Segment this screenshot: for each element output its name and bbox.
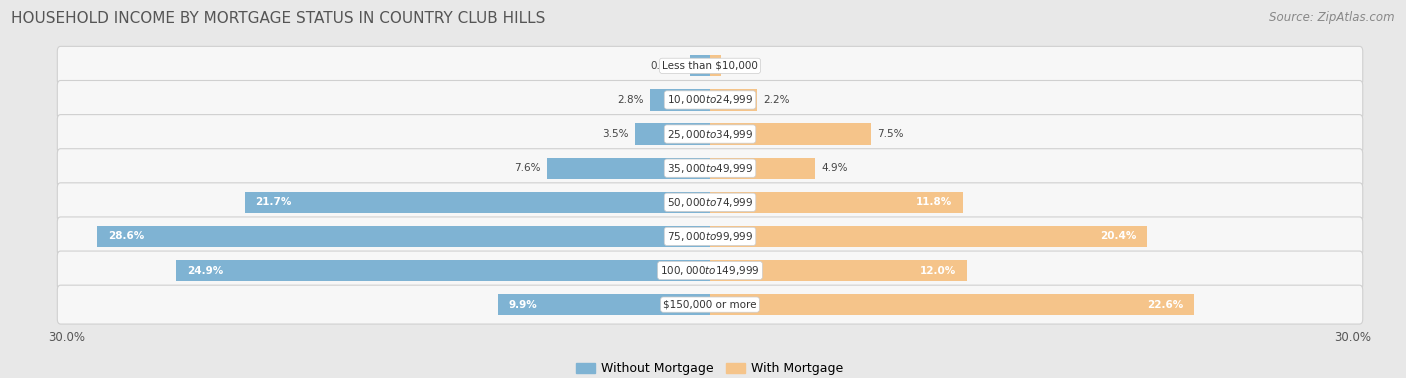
Text: 4.9%: 4.9% (821, 163, 848, 173)
Text: 20.4%: 20.4% (1101, 231, 1136, 242)
FancyBboxPatch shape (58, 183, 1362, 222)
Text: $50,000 to $74,999: $50,000 to $74,999 (666, 196, 754, 209)
Bar (650, 89, 710, 110)
Bar (710, 260, 967, 281)
Bar (710, 294, 1195, 315)
Text: 24.9%: 24.9% (187, 265, 224, 276)
Bar (547, 158, 710, 179)
Text: $100,000 to $149,999: $100,000 to $149,999 (661, 264, 759, 277)
Bar (176, 260, 710, 281)
Text: 7.6%: 7.6% (515, 163, 541, 173)
FancyBboxPatch shape (58, 115, 1362, 153)
Text: $75,000 to $99,999: $75,000 to $99,999 (666, 230, 754, 243)
Text: $150,000 or more: $150,000 or more (664, 300, 756, 310)
Text: HOUSEHOLD INCOME BY MORTGAGE STATUS IN COUNTRY CLUB HILLS: HOUSEHOLD INCOME BY MORTGAGE STATUS IN C… (11, 11, 546, 26)
Legend: Without Mortgage, With Mortgage: Without Mortgage, With Mortgage (571, 357, 849, 378)
Bar (710, 55, 721, 76)
FancyBboxPatch shape (58, 251, 1362, 290)
Bar (710, 192, 963, 213)
Bar (710, 226, 1147, 247)
FancyBboxPatch shape (58, 217, 1362, 256)
Bar (97, 226, 710, 247)
Bar (710, 158, 815, 179)
Text: $10,000 to $24,999: $10,000 to $24,999 (666, 93, 754, 107)
Text: 11.8%: 11.8% (915, 197, 952, 207)
Bar (245, 192, 710, 213)
Text: 28.6%: 28.6% (108, 231, 143, 242)
Bar (690, 55, 710, 76)
Text: $25,000 to $34,999: $25,000 to $34,999 (666, 127, 754, 141)
FancyBboxPatch shape (58, 149, 1362, 187)
Text: $35,000 to $49,999: $35,000 to $49,999 (666, 162, 754, 175)
FancyBboxPatch shape (58, 46, 1362, 85)
Text: 0.51%: 0.51% (727, 61, 761, 71)
FancyBboxPatch shape (58, 285, 1362, 324)
Bar (498, 294, 710, 315)
Bar (636, 124, 710, 145)
Bar (710, 89, 758, 110)
Text: Less than $10,000: Less than $10,000 (662, 61, 758, 71)
FancyBboxPatch shape (58, 81, 1362, 119)
Bar (710, 124, 870, 145)
Text: 7.5%: 7.5% (877, 129, 904, 139)
Text: 22.6%: 22.6% (1147, 300, 1184, 310)
Text: Source: ZipAtlas.com: Source: ZipAtlas.com (1270, 11, 1395, 24)
Text: 21.7%: 21.7% (256, 197, 292, 207)
Text: 2.8%: 2.8% (617, 95, 644, 105)
Text: 2.2%: 2.2% (763, 95, 790, 105)
Text: 12.0%: 12.0% (921, 265, 956, 276)
Text: 3.5%: 3.5% (602, 129, 628, 139)
Text: 9.9%: 9.9% (509, 300, 537, 310)
Text: 0.95%: 0.95% (650, 61, 683, 71)
